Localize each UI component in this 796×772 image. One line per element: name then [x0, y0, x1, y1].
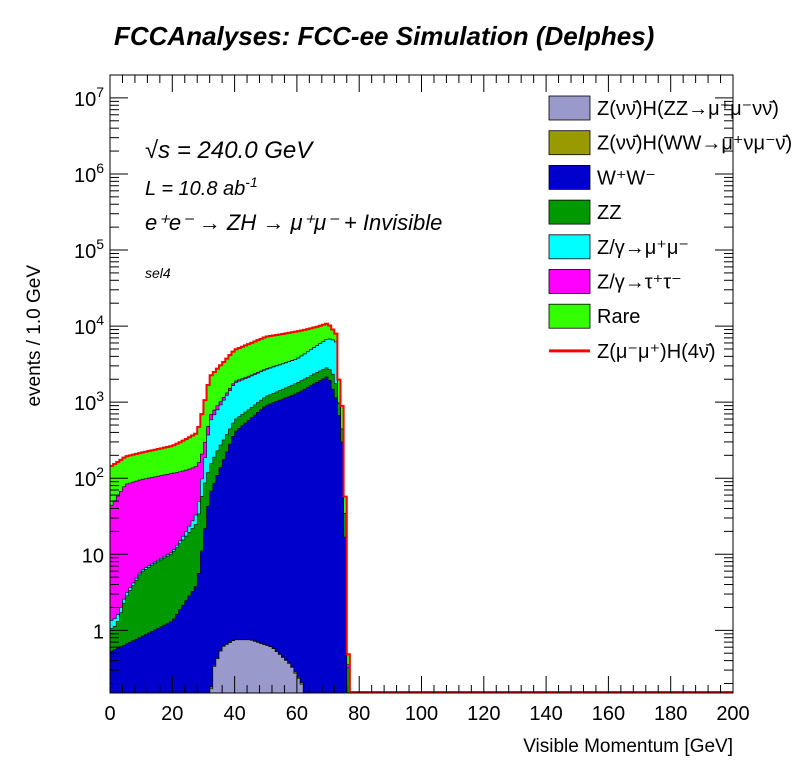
x-axis-label: Visible Momentum [GeV]	[523, 736, 733, 757]
y-tick-exponent: 4	[96, 312, 104, 328]
y-tick-label: 103	[74, 388, 104, 415]
x-tick-label: 120	[467, 703, 500, 725]
legend-swatch	[548, 199, 591, 225]
y-tick-label: 105	[74, 236, 104, 263]
stacked-histogram	[109, 322, 733, 694]
y-axis-label: events / 1.0 GeV	[24, 265, 45, 407]
process-annotation: e⁺e⁻ → ZH → μ⁺μ⁻ + Invisible	[145, 210, 442, 235]
legend: Z(νν̄)H(ZZ→μ⁺μ⁻νν̄) Z(νν̄)H(WW→μ⁺νμ⁻ν̄) W⁺…	[548, 95, 792, 363]
x-tick-label: 160	[592, 703, 625, 725]
legend-label: W⁺W⁻	[597, 167, 656, 189]
x-tick-label: 40	[223, 703, 245, 725]
plot-frame	[109, 74, 734, 694]
legend-label: Z(μ⁻μ⁺)H(4ν̄)	[597, 341, 716, 363]
y-tick-base: 10	[74, 89, 96, 111]
x-tick-label: 100	[405, 703, 438, 725]
legend-swatch	[548, 164, 591, 190]
axis-ticks	[109, 74, 734, 693]
x-tick-label: 180	[654, 703, 687, 725]
y-tick-base: 10	[74, 469, 96, 491]
y-tick-exponent: 6	[96, 160, 104, 176]
y-tick-exponent: 7	[96, 84, 104, 100]
x-tick-labels: 0 20 40 60 80 100 120 140 160 180 200	[104, 703, 749, 725]
y-tick-label: 104	[74, 312, 104, 339]
x-tick-label: 200	[716, 703, 749, 725]
y-tick-base: 10	[74, 317, 96, 339]
y-tick-base: 10	[74, 165, 96, 187]
legend-label: Z(νν̄)H(WW→μ⁺νμ⁻ν̄)	[597, 133, 792, 155]
x-tick-label: 60	[286, 703, 308, 725]
legend-swatch	[548, 303, 591, 329]
y-tick-exponent: 2	[96, 464, 104, 480]
legend-label: Z(νν̄)H(ZZ→μ⁺μ⁻νν̄)	[597, 98, 779, 120]
y-tick-exponent: 5	[96, 236, 104, 252]
legend-swatch	[548, 130, 591, 156]
y-tick-base: 10	[74, 241, 96, 263]
y-tick-base: 10	[74, 393, 96, 415]
x-tick-label: 20	[161, 703, 183, 725]
y-tick-label: 1	[93, 621, 104, 643]
x-tick-label: 80	[348, 703, 370, 725]
sqrt-s-annotation: √s = 240.0 GeV	[145, 137, 314, 164]
chart-title: FCCAnalyses: FCC-ee Simulation (Delphes)	[114, 21, 654, 51]
legend-label: Z/γ→τ⁺τ⁻	[597, 272, 682, 294]
y-tick-label: 102	[74, 464, 104, 491]
legend-swatch	[548, 234, 591, 260]
legend-swatch	[548, 269, 591, 294]
y-tick-label: 107	[74, 84, 104, 111]
selection-annotation: sel4	[145, 265, 171, 281]
y-tick-label: 106	[74, 160, 104, 187]
x-tick-label: 140	[529, 703, 562, 725]
legend-label: Rare	[597, 306, 640, 328]
annotations: √s = 240.0 GeV L = 10.8 ab-1 e⁺e⁻ → ZH →…	[145, 137, 442, 281]
legend-swatch	[548, 95, 591, 121]
lumi-unit-sup: -1	[245, 174, 257, 190]
legend-label: Z/γ→μ⁺μ⁻	[597, 237, 689, 259]
legend-label: ZZ	[597, 202, 621, 224]
x-tick-label: 0	[104, 703, 115, 725]
signal-line	[110, 322, 733, 693]
y-tick-label: 10	[82, 545, 104, 567]
lumi-annotation: L = 10.8 ab-1	[145, 174, 258, 200]
y-tick-exponent: 3	[96, 388, 104, 404]
lumi-value: L = 10.8 ab	[145, 178, 245, 200]
